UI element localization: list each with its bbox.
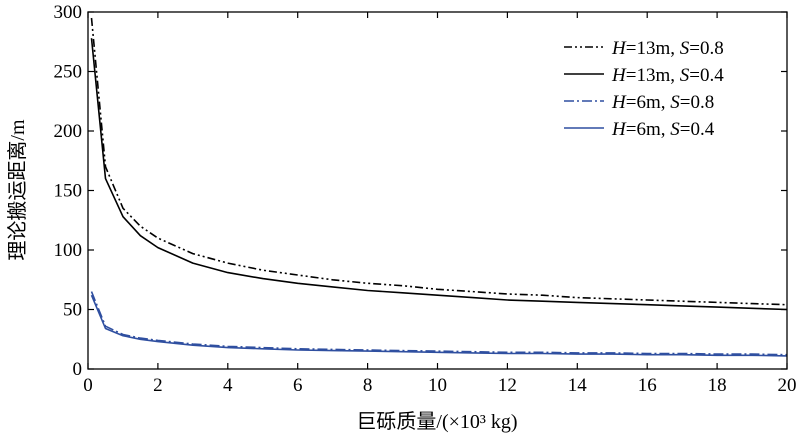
x-tick-label: 20 [778, 375, 797, 396]
x-axis-label: 巨砾质量/(×10³ kg) [356, 410, 517, 433]
series-line-3 [90, 294, 788, 357]
series-group [90, 17, 788, 357]
axis-ticks [87, 11, 788, 370]
legend-label-1: H=13m, S=0.4 [611, 65, 724, 86]
y-tick-label: 200 [54, 121, 83, 142]
legend-name-h-value: =6m, [626, 119, 671, 140]
series-line-0 [90, 17, 788, 306]
legend-name-prefix-var: H [611, 38, 627, 59]
y-tick-label: 50 [63, 300, 82, 321]
x-tick-label: 18 [708, 375, 727, 396]
series-line-2 [90, 291, 788, 356]
legend-name-h-value: =6m, [626, 92, 671, 113]
y-tick-label: 300 [54, 2, 83, 23]
series-line-1 [90, 38, 788, 311]
x-tick-label: 14 [568, 375, 588, 396]
y-tick-label: 250 [54, 62, 83, 83]
legend-label-3: H=6m, S=0.4 [611, 119, 715, 140]
legend-name-s-var: S [680, 65, 690, 86]
x-tick-label: 2 [153, 375, 163, 396]
legend-name-prefix-var: H [611, 119, 627, 140]
legend-label-2: H=6m, S=0.8 [611, 92, 714, 113]
legend-name-s-var: S [670, 119, 680, 140]
x-tick-label: 6 [293, 375, 303, 396]
legend-name-s-value: =0.8 [689, 38, 723, 59]
legend-name-s-value: =0.4 [680, 119, 715, 140]
y-axis-label: 理论搬运距离/m [6, 119, 29, 261]
legend-name-prefix-var: H [611, 65, 627, 86]
legend-name-h-value: =13m, [626, 65, 680, 86]
legend-name-s-value: =0.4 [689, 65, 724, 86]
y-tick-label: 150 [54, 181, 83, 202]
legend-name-s-var: S [670, 92, 680, 113]
legend-name-s-value: =0.8 [680, 92, 714, 113]
legend: H=13m, S=0.8H=13m, S=0.4H=6m, S=0.8H=6m,… [564, 38, 724, 140]
legend-name-prefix-var: H [611, 92, 627, 113]
x-tick-label: 0 [83, 375, 93, 396]
y-tick-label: 0 [73, 359, 83, 380]
x-tick-label: 16 [638, 375, 657, 396]
x-tick-label: 8 [363, 375, 373, 396]
legend-label-0: H=13m, S=0.8 [611, 38, 724, 59]
x-tick-label: 10 [428, 375, 447, 396]
y-tick-label: 100 [54, 240, 83, 261]
x-tick-label: 12 [498, 375, 517, 396]
legend-name-h-value: =13m, [626, 38, 680, 59]
x-tick-label: 4 [223, 375, 233, 396]
legend-name-s-var: S [680, 38, 690, 59]
